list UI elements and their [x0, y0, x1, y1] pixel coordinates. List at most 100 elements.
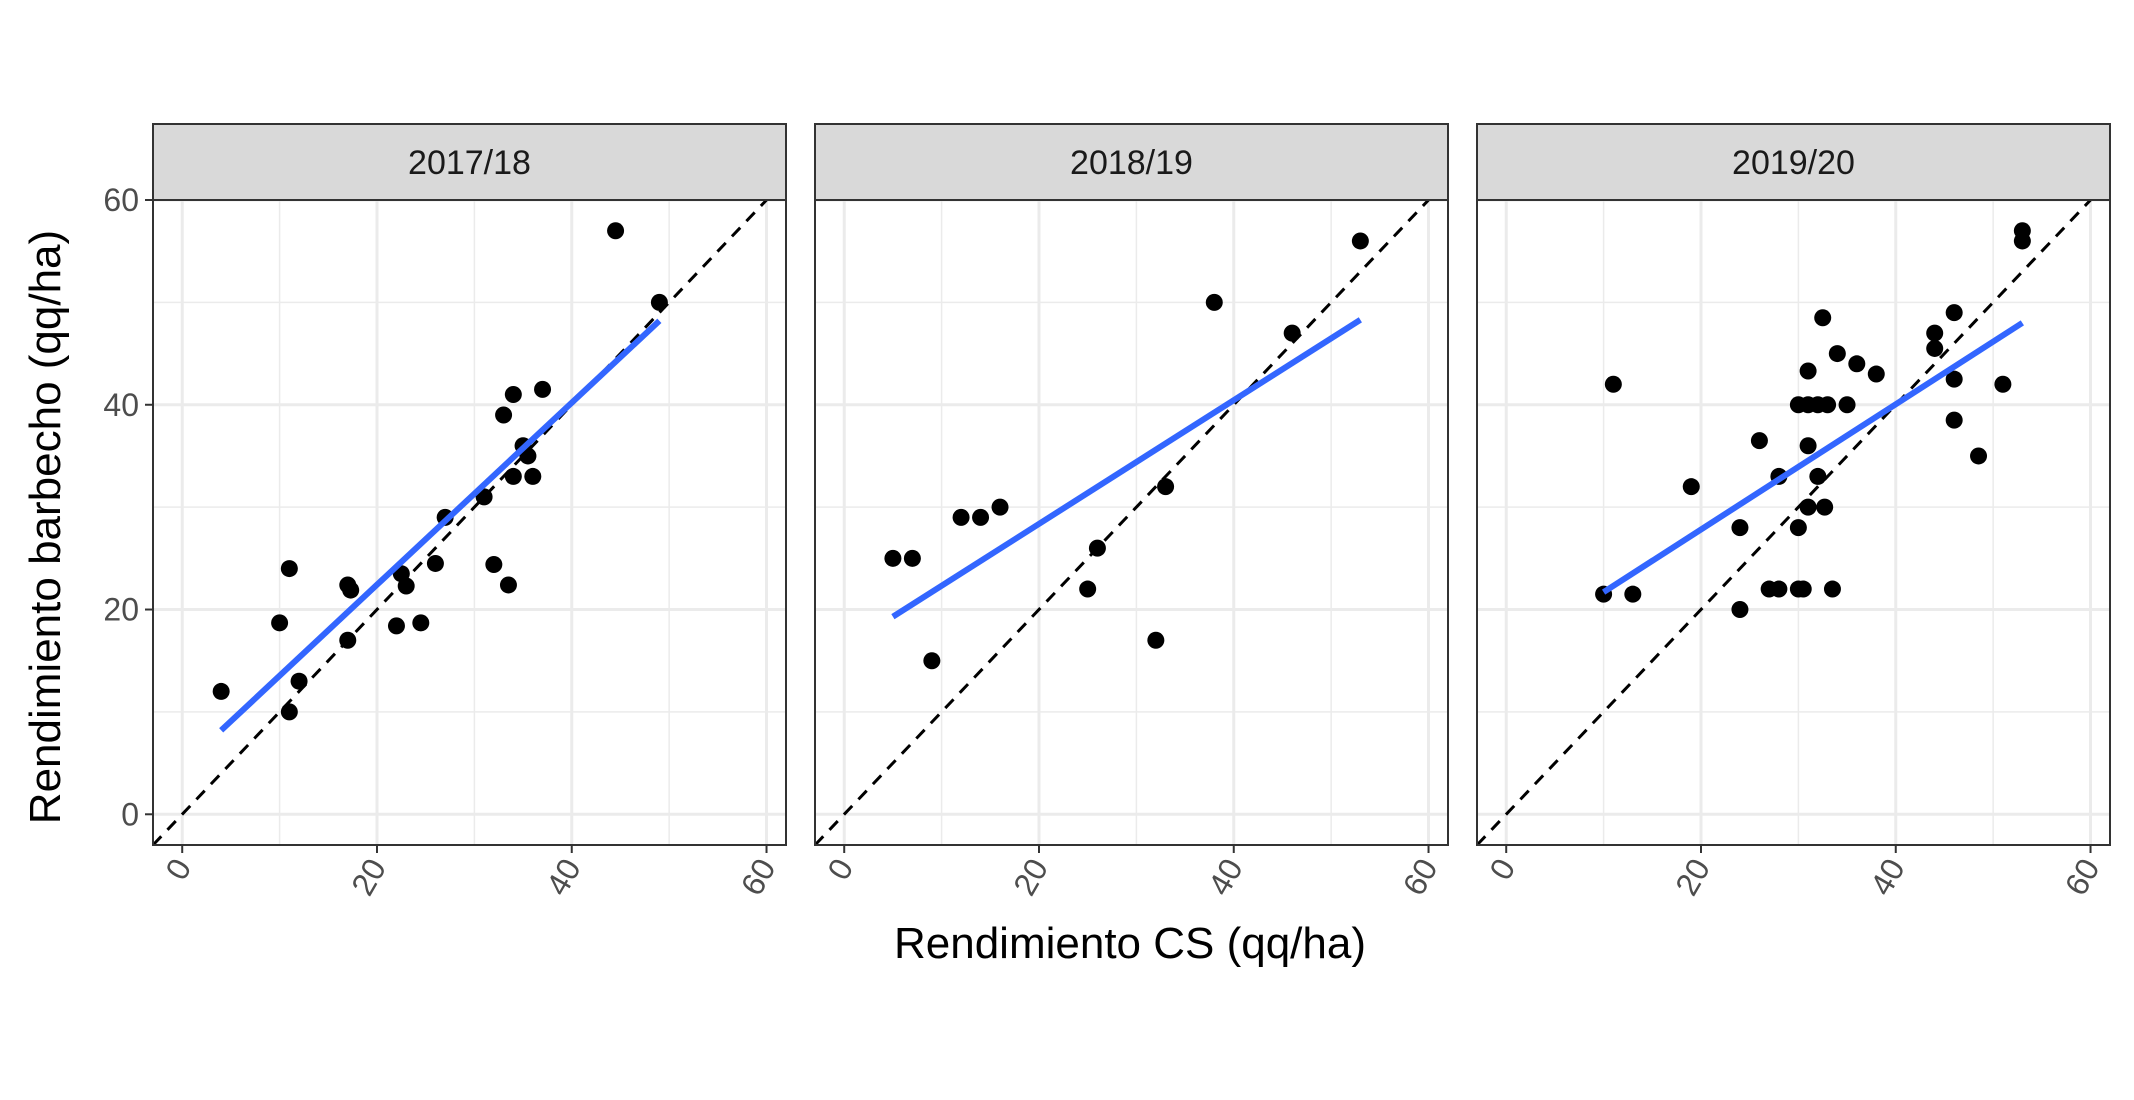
x-tick-label: 60 — [734, 853, 783, 902]
data-point — [1945, 411, 1963, 429]
facet-panel: 2018/19 0 20 40 60 — [814, 123, 1449, 902]
data-point — [1731, 601, 1749, 619]
data-point — [1816, 498, 1834, 516]
data-point — [1799, 498, 1817, 516]
data-point — [2013, 232, 2031, 250]
x-tick-label: 0 — [1482, 853, 1522, 886]
data-point — [271, 614, 289, 632]
data-point — [923, 652, 941, 670]
data-point — [1848, 355, 1866, 373]
data-point — [412, 614, 430, 632]
data-point — [1809, 467, 1827, 485]
data-point — [1799, 437, 1817, 455]
x-tick-label: 20 — [1006, 853, 1055, 902]
x-tick-label: 0 — [158, 853, 198, 886]
data-point — [342, 581, 360, 599]
data-point — [1682, 478, 1700, 496]
data-point — [495, 406, 513, 424]
data-point — [534, 380, 552, 398]
fit-line — [891, 317, 1362, 620]
data-point — [650, 293, 668, 311]
data-point — [952, 508, 970, 526]
data-point — [1147, 631, 1165, 649]
y-tick-label: 60 — [103, 182, 139, 218]
data-point — [504, 386, 522, 404]
data-point — [1604, 375, 1622, 393]
facet-strip — [152, 123, 787, 201]
facet-strip-label: 2019/20 — [1732, 144, 1855, 182]
data-point — [426, 554, 444, 572]
panel-content — [153, 200, 769, 845]
data-point — [1945, 304, 1963, 322]
data-point — [1157, 478, 1175, 496]
x-tick-label: 40 — [1863, 853, 1912, 902]
reference-line — [1477, 200, 2093, 845]
data-point — [1799, 362, 1817, 380]
facet-strip-label: 2018/19 — [1070, 144, 1193, 182]
data-point — [1079, 580, 1097, 598]
y-tick-label: 20 — [103, 592, 139, 628]
facet-strip — [814, 123, 1449, 201]
data-point — [280, 703, 298, 721]
data-point — [1814, 309, 1832, 327]
data-point — [524, 467, 542, 485]
data-point — [884, 549, 902, 567]
x-axis-title: Rendimiento CS (qq/ha) — [894, 919, 1366, 968]
x-tick-label: 40 — [539, 853, 588, 902]
x-tick-label: 60 — [1396, 853, 1445, 902]
fit-line — [1601, 320, 2024, 595]
data-point — [1823, 580, 1841, 598]
data-point — [1731, 519, 1749, 537]
data-point — [339, 631, 357, 649]
data-point — [1351, 232, 1369, 250]
data-point — [280, 560, 298, 578]
data-point — [1794, 580, 1812, 598]
data-point — [607, 222, 625, 240]
x-tick-label: 40 — [1201, 853, 1250, 902]
facet-strip-label: 2017/18 — [408, 144, 531, 182]
y-axis-title: Rendimiento barbecho (qq/ha) — [21, 230, 70, 824]
data-point — [972, 508, 990, 526]
x-tick-label: 20 — [1668, 853, 1717, 902]
panel-content — [1477, 200, 2093, 845]
facet-strip — [1476, 123, 2111, 201]
data-point — [212, 682, 230, 700]
data-point — [290, 672, 308, 690]
x-tick-label: 60 — [2058, 853, 2107, 902]
facet-panel: 2017/18 0 20 40 60 0 20 40 60 — [103, 123, 787, 902]
data-point — [397, 577, 415, 595]
data-point — [1750, 432, 1768, 450]
data-point — [1970, 447, 1988, 465]
panel-content — [815, 200, 1431, 845]
data-point — [1926, 324, 1944, 342]
data-point — [1283, 324, 1301, 342]
data-point — [504, 467, 522, 485]
x-tick-label: 0 — [820, 853, 860, 886]
data-point — [1945, 370, 1963, 388]
reference-line — [153, 200, 769, 845]
panel-background — [815, 200, 1448, 845]
data-point — [485, 555, 503, 573]
panel-background — [153, 200, 786, 845]
data-point — [1867, 365, 1885, 383]
data-point — [1926, 339, 1944, 357]
facet-panel: 2019/20 0 20 40 60 — [1476, 123, 2111, 902]
reference-line — [815, 200, 1431, 845]
data-point — [1994, 375, 2012, 393]
data-point — [1838, 396, 1856, 414]
data-point — [499, 576, 517, 594]
x-tick-label: 20 — [344, 853, 393, 902]
y-tick-label: 40 — [103, 387, 139, 423]
data-point — [991, 498, 1009, 516]
data-point — [903, 549, 921, 567]
data-point — [1770, 580, 1788, 598]
data-point — [1205, 293, 1223, 311]
data-point — [1819, 396, 1837, 414]
y-tick-label: 0 — [121, 796, 139, 832]
data-point — [1789, 519, 1807, 537]
data-point — [1088, 539, 1106, 557]
data-point — [1828, 345, 1846, 363]
data-point — [1624, 585, 1642, 603]
